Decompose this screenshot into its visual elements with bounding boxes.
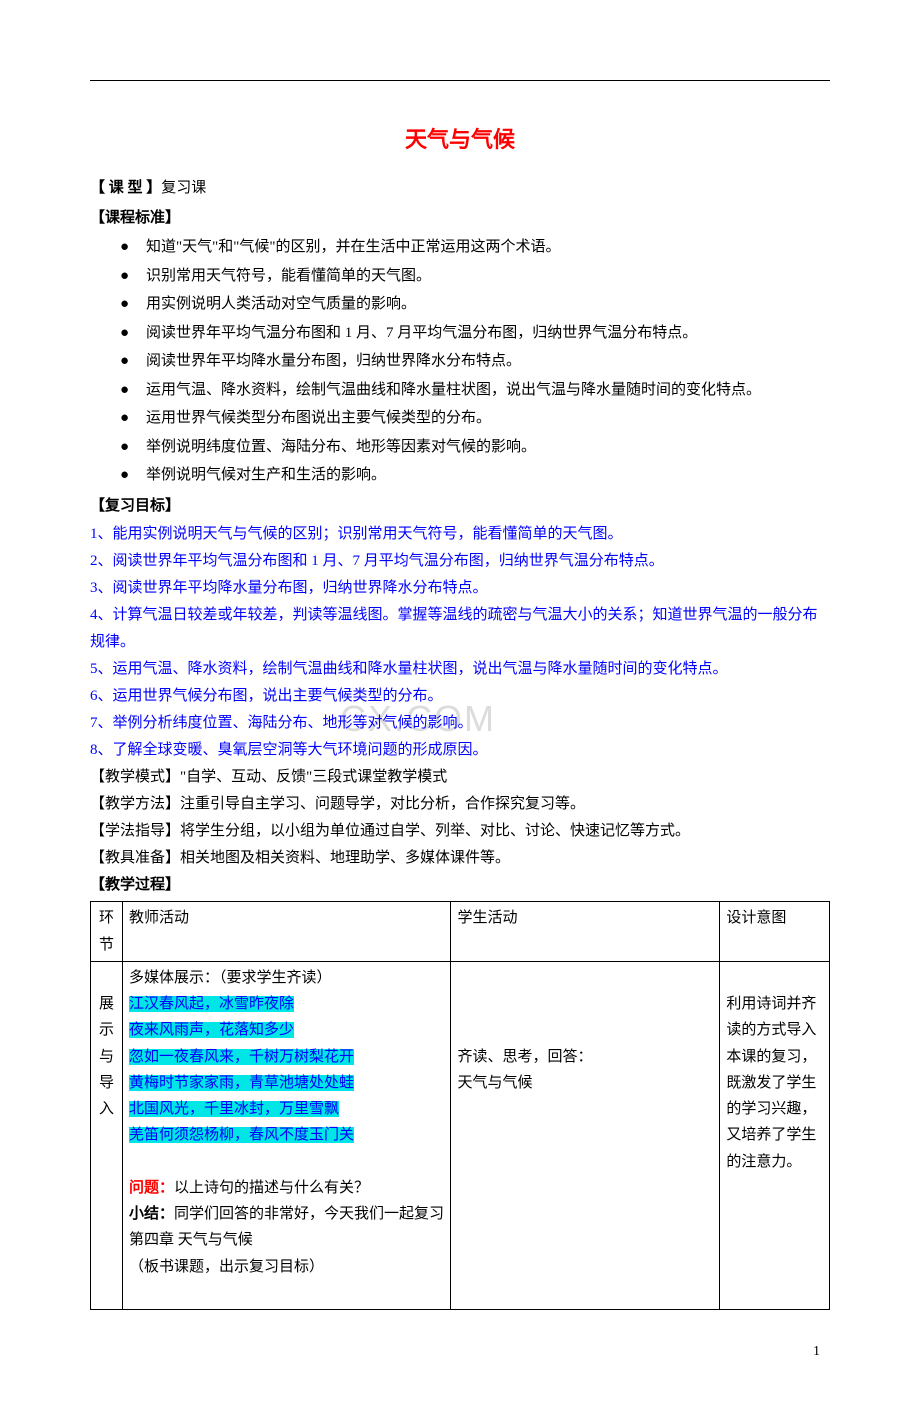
poem-line: 忽如一夜春风来，千树万树梨花开 bbox=[129, 1049, 354, 1065]
teacher-intro: 多媒体展示：（要求学生齐读） bbox=[129, 970, 332, 986]
class-type-label: 【 课 型 】 bbox=[90, 180, 161, 196]
study-guide-label: 【学法指导】 bbox=[90, 823, 180, 839]
table-row: 展示与导入 多媒体展示：（要求学生齐读） 江汉春风起，冰雪昨夜除 夜来风雨声，花… bbox=[91, 961, 830, 1309]
poem-line: 羌笛何须怨杨柳，春风不度玉门关 bbox=[129, 1127, 354, 1143]
summary-label: 小结： bbox=[129, 1206, 174, 1222]
study-guide-value: 将学生分组，以小组为单位通过自学、列举、对比、讨论、快速记忆等方式。 bbox=[180, 823, 690, 839]
review-goal: 4、计算气温日较差或年较差，判读等温线图。掌握等温线的疏密与气温大小的关系；知道… bbox=[90, 602, 830, 656]
poem-line: 江汉春风起，冰雪昨夜除 bbox=[129, 996, 294, 1012]
curriculum-item: 阅读世界年平均降水量分布图，归纳世界降水分布特点。 bbox=[120, 347, 830, 376]
review-goal: 5、运用气温、降水资料，绘制气温曲线和降水量柱状图，说出气温与降水量随时间的变化… bbox=[90, 656, 830, 683]
review-goal: 6、运用世界气候分布图，说出主要气候类型的分布。 bbox=[90, 683, 830, 710]
question-text: 以上诗句的描述与什么有关？ bbox=[174, 1180, 369, 1196]
curriculum-item: 知道"天气"和"气候"的区别，并在生活中正常运用这两个术语。 bbox=[120, 233, 830, 262]
review-goal: 2、阅读世界年平均气温分布图和 1 月、7 月平均气温分布图，归纳世界气温分布特… bbox=[90, 548, 830, 575]
teaching-mode-line: 【教学模式】"自学、互动、反馈"三段式课堂教学模式 bbox=[90, 764, 830, 791]
top-rule bbox=[90, 80, 830, 81]
teaching-method-line: 【教学方法】注重引导自主学习、问题导学，对比分析，合作探究复习等。 bbox=[90, 791, 830, 818]
curriculum-item: 阅读世界年平均气温分布图和 1 月、7 月平均气温分布图，归纳世界气温分布特点。 bbox=[120, 319, 830, 348]
review-goal: 1、能用实例说明天气与气候的区别；识别常用天气符号，能看懂简单的天气图。 bbox=[90, 521, 830, 548]
class-type-value: 复习课 bbox=[161, 180, 206, 196]
cell-env: 展示与导入 bbox=[91, 961, 123, 1309]
question-label: 问题： bbox=[129, 1180, 174, 1196]
teaching-tools-line: 【教具准备】相关地图及相关资料、地理助学、多媒体课件等。 bbox=[90, 845, 830, 872]
summary-text: 同学们回答的非常好，今天我们一起复习第四章 天气与气候 bbox=[129, 1206, 444, 1248]
cell-teacher: 多媒体展示：（要求学生齐读） 江汉春风起，冰雪昨夜除 夜来风雨声，花落知多少 忽… bbox=[122, 961, 451, 1309]
curriculum-label: 【课程标准】 bbox=[90, 206, 830, 232]
summary-extra: （板书课题，出示复习目标） bbox=[129, 1259, 324, 1275]
curriculum-item: 举例说明气候对生产和生活的影响。 bbox=[120, 461, 830, 490]
teaching-method-value: 注重引导自主学习、问题导学，对比分析，合作探究复习等。 bbox=[180, 796, 585, 812]
watermark-region: CX.COM 6、运用世界气候分布图，说出主要气候类型的分布。 7、举例分析纬度… bbox=[90, 683, 830, 737]
study-guide-line: 【学法指导】将学生分组，以小组为单位通过自学、列举、对比、讨论、快速记忆等方式。 bbox=[90, 818, 830, 845]
poem-line: 北国风光，千里冰封，万里雪飘 bbox=[129, 1101, 339, 1117]
review-goal: 7、举例分析纬度位置、海陆分布、地形等对气候的影响。 bbox=[90, 710, 830, 737]
cell-intent: 利用诗词并齐读的方式导入本课的复习，既激发了学生的学习兴趣，又培养了学生的注意力… bbox=[720, 961, 830, 1309]
cell-student: 齐读、思考，回答：天气与气候 bbox=[451, 961, 720, 1309]
teaching-process-table: 环节 教师活动 学生活动 设计意图 展示与导入 多媒体展示：（要求学生齐读） 江… bbox=[90, 901, 830, 1310]
teaching-mode-label: 【教学模式】 bbox=[90, 769, 180, 785]
review-goal: 8、了解全球变暖、臭氧层空洞等大气环境问题的形成原因。 bbox=[90, 737, 830, 764]
teaching-tools-value: 相关地图及相关资料、地理助学、多媒体课件等。 bbox=[180, 850, 510, 866]
review-goals-list: 1、能用实例说明天气与气候的区别；识别常用天气符号，能看懂简单的天气图。 2、阅… bbox=[90, 521, 830, 764]
curriculum-item: 识别常用天气符号，能看懂简单的天气图。 bbox=[120, 262, 830, 291]
curriculum-item: 举例说明纬度位置、海陆分布、地形等因素对气候的影响。 bbox=[120, 433, 830, 462]
teaching-process-label: 【教学过程】 bbox=[90, 872, 830, 899]
class-type-line: 【 课 型 】复习课 bbox=[90, 176, 830, 202]
curriculum-bullets: 知道"天气"和"气候"的区别，并在生活中正常运用这两个术语。 识别常用天气符号，… bbox=[90, 233, 830, 490]
header-env: 环节 bbox=[91, 902, 123, 962]
header-intent: 设计意图 bbox=[720, 902, 830, 962]
curriculum-item: 用实例说明人类活动对空气质量的影响。 bbox=[120, 290, 830, 319]
teaching-method-label: 【教学方法】 bbox=[90, 796, 180, 812]
page-title: 天气与气候 bbox=[90, 121, 830, 158]
review-goal: 3、阅读世界年平均降水量分布图，归纳世界降水分布特点。 bbox=[90, 575, 830, 602]
curriculum-item: 运用气温、降水资料，绘制气温曲线和降水量柱状图，说出气温与降水量随时间的变化特点… bbox=[120, 376, 830, 405]
table-header-row: 环节 教师活动 学生活动 设计意图 bbox=[91, 902, 830, 962]
teaching-mode-value: "自学、互动、反馈"三段式课堂教学模式 bbox=[180, 769, 447, 785]
poem-line: 黄梅时节家家雨，青草池塘处处蛙 bbox=[129, 1075, 354, 1091]
poem-line: 夜来风雨声，花落知多少 bbox=[129, 1022, 294, 1038]
curriculum-item: 运用世界气候类型分布图说出主要气候类型的分布。 bbox=[120, 404, 830, 433]
header-teacher: 教师活动 bbox=[122, 902, 451, 962]
header-student: 学生活动 bbox=[451, 902, 720, 962]
teaching-tools-label: 【教具准备】 bbox=[90, 850, 180, 866]
page-number: 1 bbox=[90, 1340, 830, 1364]
review-goals-label: 【复习目标】 bbox=[90, 494, 830, 520]
